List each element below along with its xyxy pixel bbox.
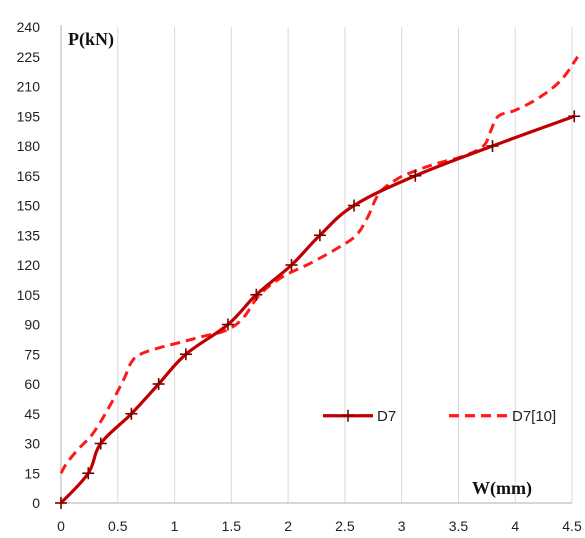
x-tick-label: 0 xyxy=(57,518,65,534)
y-tick-label: 165 xyxy=(17,168,41,184)
data-point-D7-11 xyxy=(409,169,422,182)
data-point-D7-4 xyxy=(152,378,165,390)
y-tick-label: 195 xyxy=(17,108,41,124)
y-tick-label: 75 xyxy=(24,346,40,362)
y-tick-label: 0 xyxy=(32,495,40,511)
x-tick-label: 0.5 xyxy=(108,518,128,534)
x-tick-label: 4 xyxy=(511,518,519,534)
data-point-D7-1 xyxy=(82,467,95,480)
data-point-D7-2 xyxy=(94,437,107,450)
x-tick-label: 2 xyxy=(284,518,292,534)
axis-titles: P(kN) W(mm) xyxy=(68,29,532,499)
grid xyxy=(117,27,573,503)
y-tick-label: 120 xyxy=(17,257,41,273)
series-line-D7[10] xyxy=(59,55,579,474)
data-point-D7-12 xyxy=(486,140,499,152)
y-tick-label: 90 xyxy=(24,317,40,333)
series-line-D7 xyxy=(59,114,575,505)
y-tick-label: 180 xyxy=(17,138,41,154)
legend-marker-D7 xyxy=(342,409,354,422)
data-point-D7-3 xyxy=(125,407,138,420)
x-tick-label: 2.5 xyxy=(335,518,355,534)
data-point-D7-6 xyxy=(221,318,234,331)
legend-label-D7: D7 xyxy=(377,408,396,425)
x-tick-label: 1.5 xyxy=(222,518,242,534)
y-tick-label: 15 xyxy=(24,465,40,481)
data-point-D7-10 xyxy=(347,199,360,212)
y-tick-label: 150 xyxy=(17,198,41,214)
y-tick-label: 45 xyxy=(24,406,40,422)
data-point-D7-9 xyxy=(313,229,326,242)
legend-label-D7[10]: D7[10] xyxy=(512,408,556,425)
x-axis-title: W(mm) xyxy=(472,478,532,499)
y-tick-label: 60 xyxy=(24,376,40,392)
data-point-D7-8 xyxy=(285,259,298,271)
data-point-D7-7 xyxy=(250,288,263,301)
y-tick-label: 135 xyxy=(17,227,41,243)
legend: D7 D7[10] xyxy=(323,408,556,425)
x-tick-label: 1 xyxy=(171,518,179,534)
y-axis-title: P(kN) xyxy=(68,29,114,50)
y-tick-label: 105 xyxy=(17,287,41,303)
y-tick-label: 225 xyxy=(17,49,41,65)
data-point-D7-5 xyxy=(179,348,192,361)
data-point-D7-13 xyxy=(568,110,581,123)
x-tick-label: 4.5 xyxy=(562,518,582,534)
x-tick-label: 3.5 xyxy=(449,518,469,534)
axes xyxy=(60,25,572,504)
x-tick-label: 3 xyxy=(398,518,406,534)
y-tick-label: 240 xyxy=(17,19,41,35)
y-tick-label: 210 xyxy=(17,79,41,95)
data-point-D7-0 xyxy=(55,497,67,509)
tick-labels: 0 0.5 1 1.5 2 2.5 3 3.5 4 4.5 0 15 30 45 60 75 90 105 120 1… xyxy=(17,19,582,534)
y-tick-label: 30 xyxy=(24,436,40,452)
series-group xyxy=(55,55,581,509)
